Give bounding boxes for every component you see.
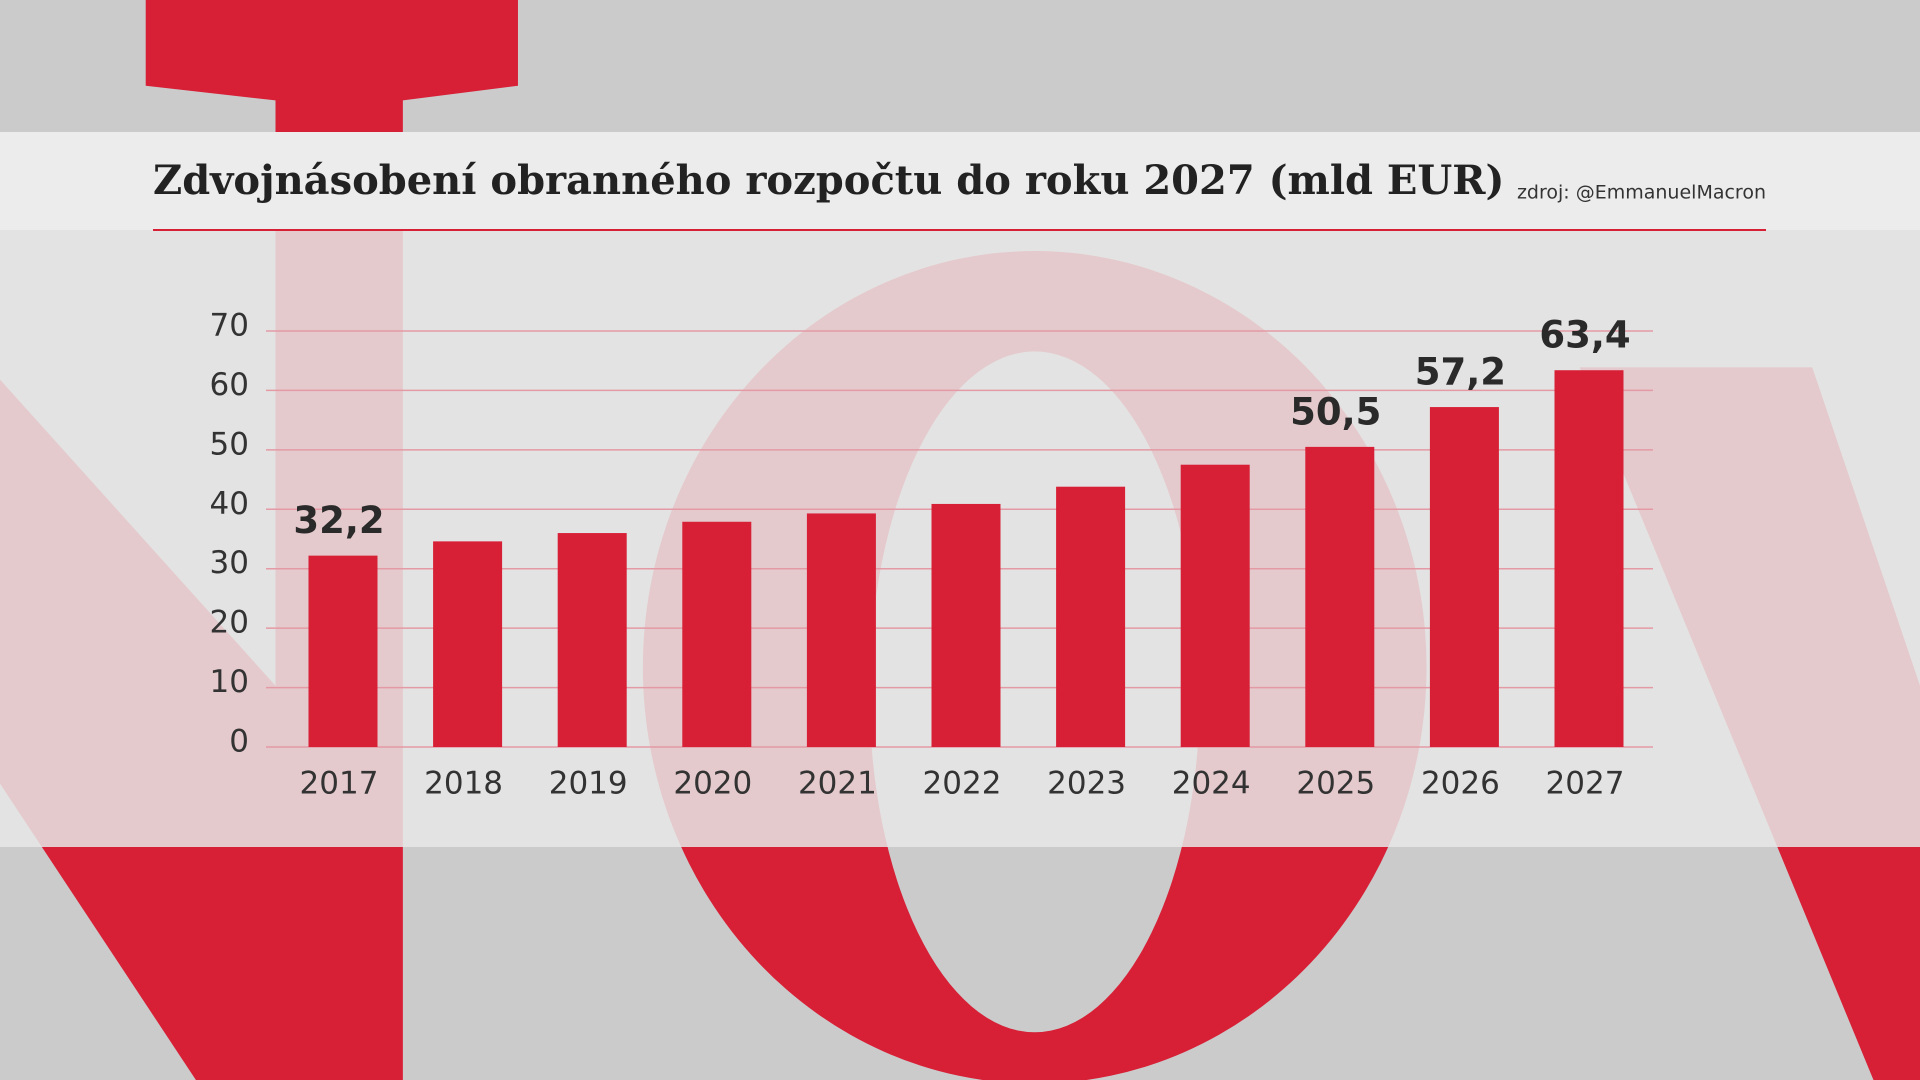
bar: [433, 541, 503, 747]
bar: [1056, 486, 1126, 747]
x-tick-label: 2025: [1296, 766, 1375, 802]
bar: [806, 513, 876, 747]
x-tick-label: 2018: [424, 766, 503, 802]
x-tick-label: 2024: [1172, 766, 1251, 802]
source: zdroj: @EmmanuelMacron: [1517, 182, 1766, 204]
x-tick-label: 2026: [1421, 766, 1500, 802]
bar: [557, 533, 627, 747]
chart-title: Zdvojnásobení obranného rozpočtu do roku…: [153, 157, 1504, 204]
x-tick-label: 2020: [673, 766, 752, 802]
y-tick-label: 10: [210, 664, 249, 700]
value-label: 63,4: [1539, 314, 1630, 357]
x-tick-label: 2017: [300, 766, 379, 802]
x-tick-label: 2023: [1047, 766, 1126, 802]
bar: [1180, 464, 1250, 747]
bar: [1554, 370, 1624, 747]
y-tick-label: 60: [210, 367, 249, 403]
bar: [308, 555, 378, 747]
bar: [682, 521, 752, 747]
y-tick-label: 50: [210, 426, 249, 462]
bar: [931, 503, 1001, 747]
value-label: 50,5: [1290, 390, 1381, 433]
y-tick-label: 70: [210, 308, 249, 344]
x-tick-label: 2019: [549, 766, 628, 802]
x-tick-label: 2022: [923, 766, 1002, 802]
bar: [1429, 407, 1499, 747]
y-tick-label: 30: [210, 545, 249, 581]
bar: [1305, 446, 1375, 747]
value-label: 57,2: [1415, 351, 1506, 394]
value-label: 32,2: [293, 499, 384, 542]
y-tick-label: 40: [210, 486, 249, 522]
y-tick-label: 0: [229, 724, 249, 760]
y-tick-label: 20: [210, 605, 249, 641]
title-band: [0, 132, 1920, 230]
x-tick-label: 2027: [1546, 766, 1625, 802]
x-tick-label: 2021: [798, 766, 877, 802]
